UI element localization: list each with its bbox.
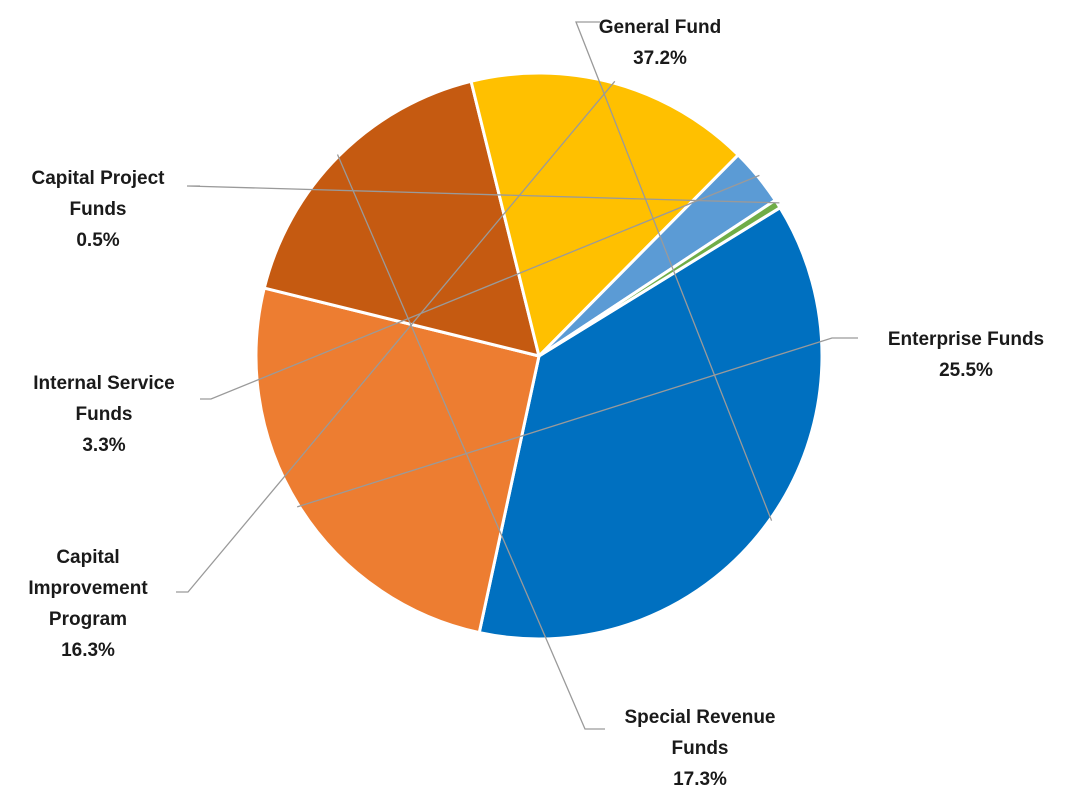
leader-line-internal-service-funds (200, 174, 760, 400)
slice-label-capital-improvement-program-line-1: Capital (56, 547, 119, 568)
pie-slices (254, 71, 824, 641)
data-label-capital-improvement-program: 16.3% (61, 640, 115, 661)
pie-slice-special-revenue-funds (262, 79, 541, 358)
slice-label-capital-improvement-program-line-3: Program (49, 609, 127, 630)
slice-labels: General Fund 37.2% Enterprise Funds 25.5% Sp… (28, 17, 1044, 786)
pie-slice-capital-project-funds (537, 198, 782, 358)
slice-label-special-revenue-funds-line-2: Funds (672, 738, 729, 759)
slice-label-capital-project-funds-line-1: Capital Project (31, 168, 165, 189)
data-label-internal-service-funds: 3.3% (82, 435, 125, 456)
leader-line-general-fund (575, 21, 773, 521)
leader-line-special-revenue-funds (336, 154, 605, 730)
slice-label-enterprise-funds-line-1: Enterprise Funds (888, 329, 1044, 350)
slice-label-internal-service-funds-line-2: Funds (76, 404, 133, 425)
data-label-general-fund: 37.2% (633, 48, 687, 69)
leader-line-enterprise-funds (297, 337, 858, 508)
slice-label-general-fund-line-1: General Fund (599, 17, 721, 38)
pie-slice-capital-improvement-program (469, 71, 740, 358)
data-label-capital-project-funds: 0.5% (76, 230, 119, 251)
data-label-special-revenue-funds: 17.3% (673, 769, 727, 786)
slice-label-special-revenue-funds-line-1: Special Revenue (624, 707, 775, 728)
leader-line-capital-project-funds (186, 185, 780, 204)
slice-label-capital-improvement-program-line-2: Improvement (28, 578, 148, 599)
pie-slice-general-fund (477, 206, 824, 641)
slice-label-capital-project-funds-line-2: Funds (70, 199, 127, 220)
leader-line-capital-improvement-program (176, 80, 616, 593)
leader-lines (176, 21, 858, 730)
slice-label-internal-service-funds-line-1: Internal Service (33, 373, 175, 394)
data-label-enterprise-funds: 25.5% (939, 360, 993, 381)
